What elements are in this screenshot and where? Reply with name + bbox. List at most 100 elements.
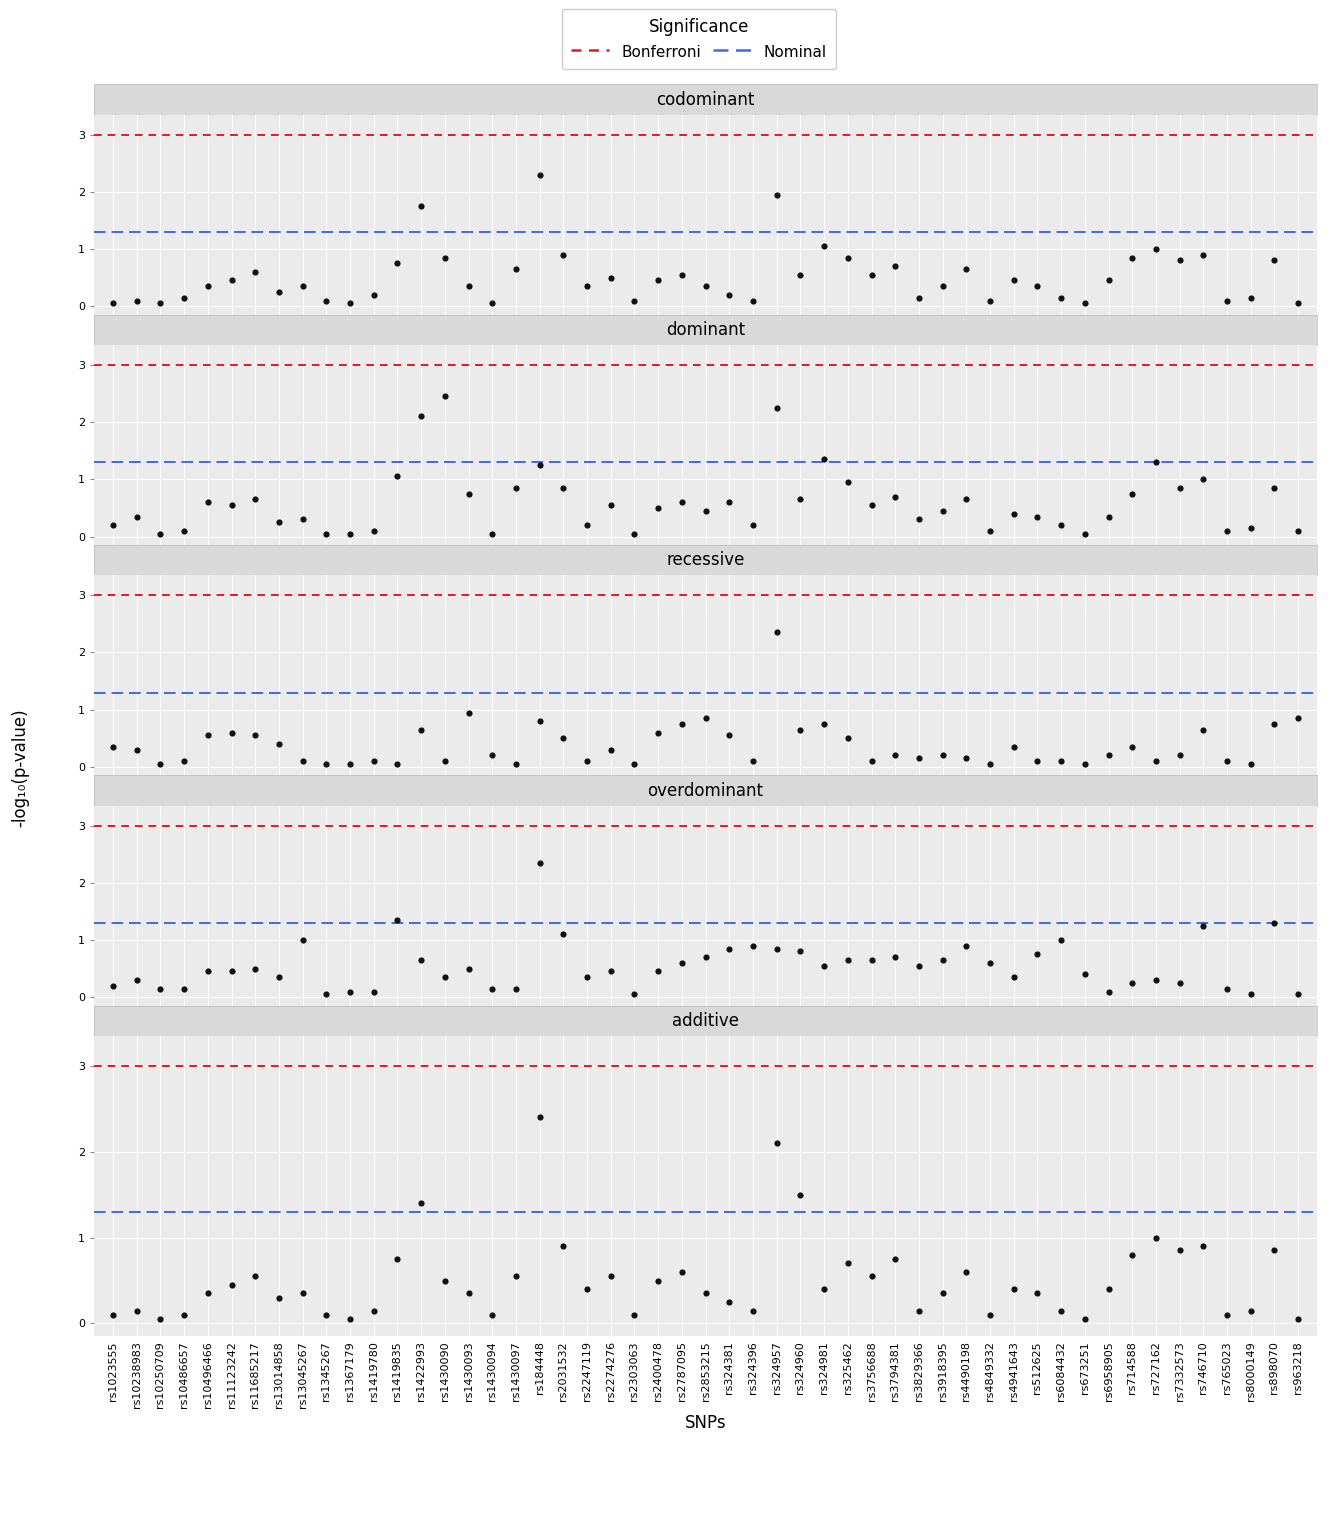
Point [980,289,1001,313]
Point [813,954,835,978]
Point [1216,289,1238,313]
Point [599,266,621,290]
Point [198,490,219,515]
Point [648,496,669,521]
Point [149,751,171,776]
Point [363,283,384,307]
Point [1051,1298,1073,1322]
Point [1074,521,1095,545]
Point [245,1264,266,1289]
Point [790,717,812,742]
Point [316,289,337,313]
Point [552,727,574,751]
Point [410,404,431,429]
Point [931,948,953,972]
Point [980,519,1001,544]
Point [292,1281,313,1306]
Point [742,289,763,313]
Point [671,263,692,287]
Point [198,1281,219,1306]
Point [363,1298,384,1322]
Point [695,273,716,298]
Point [149,292,171,316]
Point [860,948,882,972]
Point [458,273,480,298]
Point [599,958,621,983]
Point [671,711,692,736]
Point [624,521,645,545]
Point [766,396,788,421]
Point [149,977,171,1001]
Point [742,750,763,774]
Point [1169,1238,1191,1263]
Point [1145,1226,1167,1250]
Point [481,521,503,545]
Point [530,708,551,733]
Point [245,260,266,284]
Point [1192,914,1214,938]
Point [387,751,409,776]
Point [434,965,456,989]
Point [1121,1243,1142,1267]
Point [1288,519,1309,544]
Point [931,1281,953,1306]
Point [813,1276,835,1301]
Point [245,957,266,982]
Point [552,922,574,946]
Point [530,163,551,187]
Point [363,750,384,774]
Point [1192,717,1214,742]
Point [837,727,859,751]
Point [719,283,741,307]
Point [860,493,882,518]
Point [410,948,431,972]
Point [316,982,337,1006]
Point [695,499,716,524]
Point [173,519,195,544]
Point [220,493,242,518]
Point [339,751,360,776]
Legend: Bonferroni, Nominal: Bonferroni, Nominal [562,9,836,69]
Point [860,1264,882,1289]
Point [1027,1281,1048,1306]
Point [1145,968,1167,992]
Point [1051,750,1073,774]
Point [813,447,835,472]
Point [1216,750,1238,774]
Point [599,493,621,518]
Point [505,476,527,501]
Point [245,723,266,748]
X-axis label: SNPs: SNPs [685,1413,726,1432]
Point [458,957,480,982]
Point [577,273,598,298]
Point [410,717,431,742]
Point [1288,1307,1309,1332]
Point [316,521,337,545]
Point [695,945,716,969]
Point [1145,237,1167,261]
Point [458,700,480,725]
Point [387,250,409,275]
Point [1003,1276,1024,1301]
Point [458,1281,480,1306]
Point [149,521,171,545]
Point [956,257,977,281]
Point [173,977,195,1001]
Point [1027,504,1048,528]
Point [813,711,835,736]
Point [1027,942,1048,966]
Text: -log₁₀(p-value): -log₁₀(p-value) [11,708,30,828]
Text: dominant: dominant [667,321,745,339]
Point [126,504,148,528]
Point [410,1190,431,1215]
Point [339,980,360,1005]
Point [860,263,882,287]
Point [813,233,835,258]
Point [790,487,812,511]
Point [695,707,716,731]
Point [766,937,788,962]
Point [909,746,930,771]
Point [434,1269,456,1293]
Point [505,257,527,281]
Point [387,464,409,488]
